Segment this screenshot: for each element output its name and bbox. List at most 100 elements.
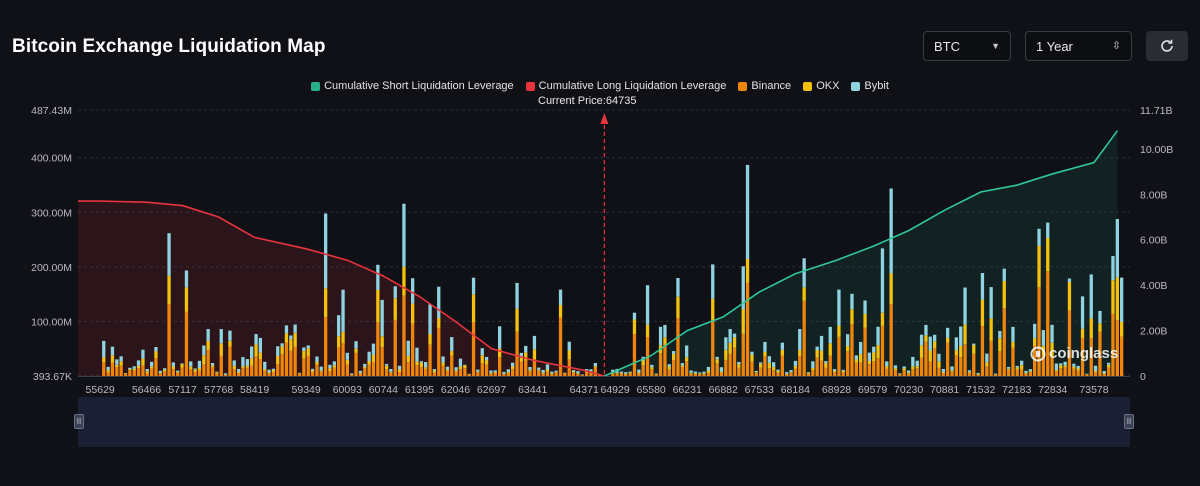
okx-bar <box>102 357 106 363</box>
okx-bar <box>171 366 175 370</box>
bybit-bar <box>219 329 223 344</box>
bybit-bar <box>1076 365 1080 369</box>
okx-bar <box>228 340 232 347</box>
binance-bar <box>811 370 815 376</box>
bybit-bar <box>267 369 271 373</box>
okx-bar <box>615 372 619 374</box>
bybit-bar <box>989 287 993 319</box>
bybit-bar <box>215 371 219 373</box>
binance-bar <box>354 352 358 376</box>
binance-bar <box>1002 308 1006 376</box>
bybit-bar <box>167 233 171 276</box>
okx-bar <box>924 335 928 342</box>
x-axis-tick: 72834 <box>1038 384 1067 396</box>
legend-item-binance[interactable]: Binance <box>738 80 791 92</box>
legend-item-bybit[interactable]: Bybit <box>851 80 889 92</box>
okx-bar <box>724 349 728 360</box>
x-axis-tick: 55629 <box>86 384 115 396</box>
x-axis-tick: 71532 <box>966 384 995 396</box>
binance-bar <box>415 365 419 376</box>
okx-bar <box>689 372 693 374</box>
okx-bar <box>1102 373 1106 375</box>
range-select[interactable]: 1 Year ⇳ <box>1025 31 1132 61</box>
bybit-bar <box>406 340 410 356</box>
binance-bar <box>1085 374 1089 376</box>
refresh-button[interactable] <box>1146 31 1188 61</box>
bybit-bar <box>471 277 476 295</box>
binance-bar <box>563 373 567 376</box>
x-axis-tick: 62697 <box>477 384 506 396</box>
bybit-bar <box>1089 274 1093 319</box>
binance-bar <box>280 354 284 376</box>
coin-select[interactable]: BTC ▼ <box>923 31 1011 61</box>
binance-bar <box>502 374 506 376</box>
x-axis-tick: 60093 <box>333 384 362 396</box>
binance-bar <box>458 369 463 376</box>
zoom-slider-track[interactable] <box>78 397 1130 447</box>
bybit-bar <box>367 351 371 361</box>
bybit-bar <box>806 372 811 373</box>
okx-bar <box>1015 367 1019 370</box>
okx-bar <box>545 369 550 372</box>
binance-bar <box>267 373 271 376</box>
binance-bar <box>441 365 445 376</box>
x-axis-tick: 59349 <box>292 384 321 396</box>
bybit-bar <box>619 371 624 373</box>
okx-bar <box>432 370 436 373</box>
okx-bar <box>593 366 597 368</box>
okx-bar <box>280 346 284 355</box>
zoom-handle-right[interactable]: II <box>1124 414 1134 429</box>
okx-bar <box>1085 374 1089 375</box>
okx-bar <box>206 340 210 350</box>
okx-bar <box>332 365 336 368</box>
okx-bar <box>163 369 167 372</box>
binance-bar <box>689 373 693 376</box>
bybit-bar <box>719 367 724 372</box>
okx-bar <box>167 275 171 305</box>
bybit-bar <box>645 285 650 325</box>
okx-bar <box>1020 365 1024 370</box>
binance-bar <box>102 362 106 376</box>
legend-item-okx[interactable]: OKX <box>803 80 839 92</box>
okx-bar <box>471 294 476 322</box>
range-select-value: 1 Year <box>1036 38 1073 54</box>
bybit-bar <box>484 356 489 361</box>
binance-bar <box>302 358 306 376</box>
zoom-handle-left[interactable]: II <box>74 414 84 429</box>
bybit-bar <box>732 333 737 338</box>
binance-bar <box>258 359 262 376</box>
okx-bar <box>184 287 189 312</box>
binance-bar <box>876 358 880 376</box>
binance-bar <box>846 351 850 376</box>
bybit-bar <box>141 349 145 359</box>
legend-label: OKX <box>816 80 840 92</box>
binance-bar <box>232 369 236 376</box>
bybit-bar <box>859 341 863 355</box>
binance-bar <box>1041 355 1045 376</box>
binance-bar <box>854 362 858 376</box>
bybit-bar <box>232 360 236 366</box>
bybit-bar <box>1002 268 1006 281</box>
okx-bar <box>832 371 837 373</box>
bybit-bar <box>1080 296 1085 329</box>
okx-bar <box>571 371 576 373</box>
legend-item-short[interactable]: Cumulative Short Liquidation Leverage <box>311 80 514 92</box>
right-axis-tick: 8.00B <box>1140 189 1167 201</box>
okx-bar <box>493 371 497 373</box>
okx-bar <box>1054 369 1059 372</box>
binance-bar <box>197 370 202 376</box>
bybit-bar <box>763 341 767 352</box>
binance-bar <box>254 356 258 376</box>
okx-bar <box>715 359 719 364</box>
bybit-bar <box>924 324 928 336</box>
binance-bar <box>202 364 206 376</box>
binance-bar <box>628 373 632 376</box>
legend-item-long[interactable]: Cumulative Long Liquidation Leverage <box>525 80 726 92</box>
bybit-bar <box>263 361 267 369</box>
binance-bar <box>702 374 706 376</box>
binance-bar <box>863 327 867 376</box>
binance-bar <box>889 304 893 376</box>
binance-bar <box>898 374 902 376</box>
okx-bar <box>350 374 354 375</box>
bybit-bar <box>537 367 541 370</box>
